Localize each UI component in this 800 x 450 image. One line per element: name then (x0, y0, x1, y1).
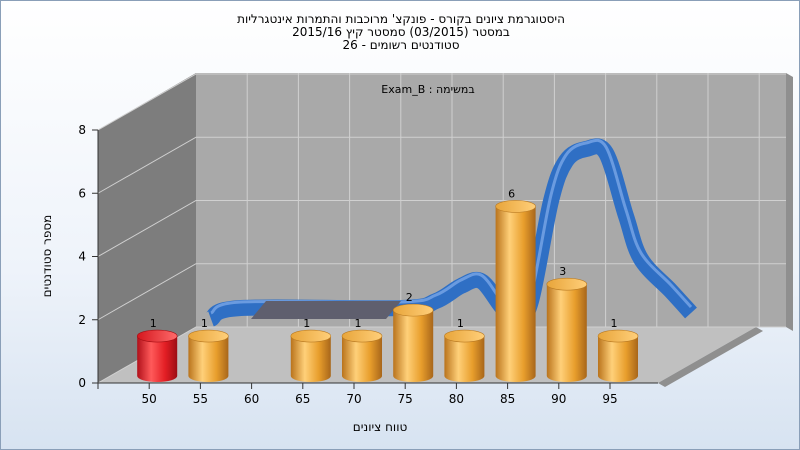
y-tick-label: 0 (78, 376, 86, 390)
bar-data-label: 1 (457, 317, 464, 330)
bar-top (290, 329, 332, 343)
bar (341, 329, 383, 382)
bar (546, 277, 588, 382)
bars (136, 200, 639, 382)
bar-data-label: 1 (303, 317, 310, 330)
bar-body (290, 336, 331, 382)
x-tick-label: 90 (551, 392, 566, 406)
right-rim (786, 73, 793, 331)
bar (290, 329, 332, 382)
bar-data-label: 1 (150, 317, 157, 330)
x-tick-label: 70 (346, 392, 361, 406)
bar-body (393, 310, 434, 382)
y-tick-label: 2 (78, 313, 86, 327)
y-axis-title: מספר סטודנטים (40, 215, 54, 298)
bar-body (598, 336, 638, 382)
y-tick-label: 6 (78, 186, 86, 200)
x-tick-label: 95 (602, 392, 617, 406)
y-tick-label: 8 (78, 123, 86, 137)
bar (444, 329, 485, 382)
exam-annotation: Exam_B : במשימה (381, 83, 474, 96)
bar (136, 329, 178, 382)
data-labels: 1 1 1 1 2 1 6 3 1 (150, 187, 618, 330)
x-tick-label: 60 (244, 392, 259, 406)
x-tick-label: 50 (142, 392, 157, 406)
curve-band-shadow (251, 301, 401, 319)
bar (597, 329, 639, 382)
y-tick-label: 4 (78, 250, 86, 264)
front-rim (658, 327, 763, 387)
bar-data-label: 1 (201, 317, 208, 330)
x-tick-label: 80 (449, 392, 464, 406)
bar-body (546, 284, 587, 382)
bar-top (546, 277, 588, 291)
chart-title-line-1: היסטוגרמת ציונים בקורס - פונקצ' מרוכבות … (237, 12, 565, 26)
bar-data-label: 6 (508, 187, 515, 200)
gridline-horizontal (97, 326, 786, 384)
bar-body (444, 336, 485, 382)
x-axis-title: טווח ציונים (353, 420, 408, 434)
bar-top (597, 329, 639, 343)
bar-top (136, 329, 178, 343)
chart-title-line-2: במסטר (03/2015) סמסטר קיץ 2015/16 (292, 25, 510, 39)
bar-top (341, 329, 383, 343)
bar-top (188, 329, 229, 343)
chart-title-line-3: סטודנטים רשומים - 26 (342, 38, 459, 52)
bar-data-label: 3 (559, 265, 566, 278)
gridline-horizontal (97, 73, 786, 131)
bar-body (342, 336, 382, 382)
gridline-horizontal (97, 200, 786, 257)
axes: 0 2 4 6 8 50 55 60 65 70 75 80 85 90 95 (78, 123, 658, 406)
gridline-horizontal (97, 263, 786, 321)
bar-body (137, 336, 178, 382)
bar-data-label: 1 (355, 317, 362, 330)
bar-data-label: 1 (611, 317, 618, 330)
x-tick-label: 75 (398, 392, 413, 406)
x-tick-label: 55 (193, 392, 208, 406)
bar-top (392, 303, 434, 317)
bar-data-label: 2 (406, 291, 413, 304)
x-tick-label: 65 (295, 392, 310, 406)
bar-body (188, 336, 229, 382)
bar (188, 329, 229, 382)
gridline-horizontal (97, 136, 786, 194)
bar (495, 200, 536, 382)
bar-top (444, 329, 485, 343)
bar-top (495, 200, 536, 213)
bar-body (495, 206, 536, 382)
bar (392, 303, 434, 382)
x-tick-label: 85 (500, 392, 515, 406)
